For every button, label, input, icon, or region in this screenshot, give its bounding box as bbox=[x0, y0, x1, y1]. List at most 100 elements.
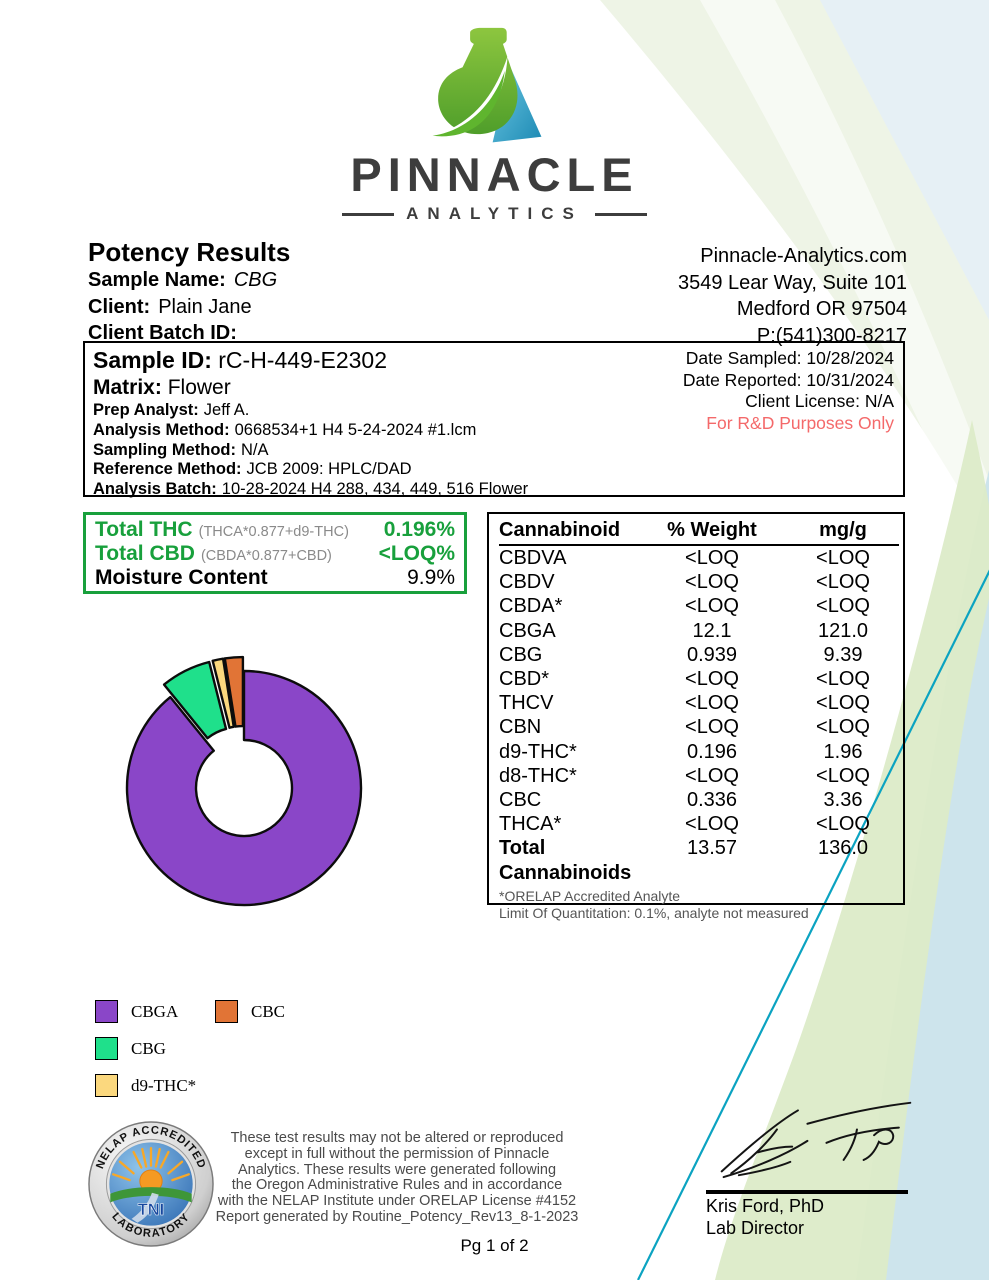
cannabinoid-donut-chart bbox=[105, 615, 405, 945]
mg-per-g-value: 1.96 bbox=[823, 740, 863, 763]
donut-chart-svg bbox=[125, 655, 363, 907]
total-weight-percent: 13.57 bbox=[686, 837, 738, 860]
pie-slice-d9-thc bbox=[211, 657, 235, 729]
bg-wash-blue-top bbox=[820, 0, 989, 320]
sample-meta-row: Analysis Method: 0668534+1 H4 5-24-2024 #… bbox=[93, 421, 903, 441]
sample-id-value: rC-H-449-E2302 bbox=[218, 347, 388, 373]
mg-per-g-value: <LOQ bbox=[816, 764, 870, 787]
totals-summary-box: Total THC (THCA*0.877+d9-THC) 0.196% Total … bbox=[83, 512, 467, 594]
meta-label: Analysis Method: bbox=[93, 420, 230, 439]
table-header-row: Cannabinoid % Weight mg/g bbox=[499, 517, 899, 546]
weight-percent-value: <LOQ bbox=[685, 813, 739, 836]
flask-leaf-logo-icon bbox=[426, 27, 542, 143]
table-row: CBD* <LOQ <LOQ bbox=[499, 667, 899, 691]
table-row: CBDA* <LOQ <LOQ bbox=[499, 594, 899, 618]
report-header: Potency Results Sample Name: CBG Client: Pl… bbox=[88, 237, 290, 347]
meta-value: N/A bbox=[241, 440, 269, 459]
table-body: CBDVA <LOQ <LOQ CBDV <LOQ <LOQ CBDA* <LOQ <LOQ CB… bbox=[499, 546, 899, 836]
chart-legend: CBGA CBG d9-THC* CBC bbox=[95, 1000, 331, 1097]
pie-slice-cbc bbox=[223, 655, 245, 728]
analyte-name: d9-THC* bbox=[499, 740, 577, 763]
legend-item-d9-thc: d9-THC* bbox=[95, 1074, 211, 1097]
mg-per-g-value: <LOQ bbox=[816, 692, 870, 715]
analyte-name: THCV bbox=[499, 692, 554, 715]
total-label: Total Cannabinoids bbox=[499, 837, 632, 884]
matrix-row: Matrix: Flower bbox=[93, 375, 903, 401]
brand-subtitle-row: ANALYTICS bbox=[342, 204, 647, 224]
sample-id-row: Sample ID: rC-H-449-E2302 bbox=[93, 346, 903, 375]
date-lines: Date Sampled: 10/28/2024 Date Reported: 1… bbox=[683, 348, 894, 413]
table-row: CBN <LOQ <LOQ bbox=[499, 715, 899, 739]
mg-per-g-value: <LOQ bbox=[816, 547, 870, 569]
sun-rays bbox=[112, 1146, 190, 1182]
meta-value: JCB 2009: HPLC/DAD bbox=[246, 460, 412, 479]
analyte-name: THCA* bbox=[499, 813, 562, 836]
meta-label: Analysis Batch: bbox=[93, 480, 217, 499]
sample-meta-row: Sampling Method: N/A bbox=[93, 441, 903, 461]
left-dash bbox=[342, 212, 395, 216]
logo: PINNACLE ANALYTICS bbox=[0, 26, 989, 224]
signature-scrawl bbox=[720, 1101, 912, 1179]
field-value: CBG bbox=[233, 269, 278, 291]
contact-line: 3549 Lear Way, Suite 101 bbox=[677, 271, 907, 294]
total-mg-per-g: 136.0 bbox=[817, 837, 869, 860]
leaf-blade bbox=[432, 71, 505, 137]
summary-row: Moisture Content 9.9% bbox=[95, 566, 455, 590]
meta-label: Sampling Method: bbox=[93, 440, 236, 459]
mg-per-g-value: 3.36 bbox=[823, 789, 863, 812]
legend-label: CBG bbox=[131, 1038, 166, 1058]
sample-meta-row: Analysis Batch: 10-28-2024 H4 288, 434, 4… bbox=[93, 480, 903, 500]
weight-percent-value: <LOQ bbox=[685, 571, 739, 594]
field-value: Plain Jane bbox=[158, 295, 252, 318]
table-row: THCV <LOQ <LOQ bbox=[499, 691, 899, 715]
mg-per-g-value: <LOQ bbox=[816, 716, 870, 739]
date-line: Client License: N/A bbox=[745, 391, 894, 411]
analyte-name: CBN bbox=[499, 716, 542, 739]
weight-percent-value: <LOQ bbox=[685, 668, 739, 691]
summary-row: Total CBD (CBDA*0.877+CBD) <LOQ% bbox=[95, 542, 455, 566]
legend-label: CBC bbox=[251, 1001, 286, 1021]
rd-purposes-note: For R&D Purposes Only bbox=[706, 412, 894, 433]
disclaimer-line: These test results may not be altered or… bbox=[230, 1130, 564, 1146]
summary-value: 0.196% bbox=[383, 518, 455, 541]
date-line: Date Reported: 10/31/2024 bbox=[682, 369, 894, 390]
page-number: Pg 1 of 2 bbox=[460, 1236, 529, 1255]
header-field: Client Batch ID: bbox=[88, 320, 290, 347]
nelap-accreditation-seal: TNI NELAP ACCREDITED LABORATORY bbox=[88, 1121, 214, 1247]
weight-percent-value: <LOQ bbox=[685, 547, 739, 569]
analyte-name: CBDVA bbox=[499, 547, 567, 569]
seal-tni-text: TNI bbox=[138, 1201, 165, 1219]
mg-per-g-value: <LOQ bbox=[816, 813, 870, 836]
analyte-name: CBG bbox=[499, 643, 543, 666]
legend-item-cbga: CBGA bbox=[95, 1000, 211, 1023]
summary-label: Total CBD bbox=[95, 542, 195, 565]
header-field: Sample Name: CBG bbox=[88, 267, 290, 294]
disclaimer-line: except in full without the permission of… bbox=[244, 1145, 550, 1162]
legend-swatch-cbga bbox=[95, 1000, 118, 1023]
table-row: CBDVA <LOQ <LOQ bbox=[499, 546, 899, 570]
seal-svg: TNI NELAP ACCREDITED LABORATORY bbox=[88, 1121, 214, 1247]
meta-value: Jeff A. bbox=[203, 401, 250, 419]
page-title: Potency Results bbox=[88, 237, 291, 267]
table-row: THCA* <LOQ <LOQ bbox=[499, 812, 899, 836]
bg-diagonal-line bbox=[637, 569, 989, 1280]
weight-percent-value: <LOQ bbox=[685, 764, 739, 787]
sample-meta-rows: Prep Analyst: Jeff A. Analysis Method: 0668… bbox=[93, 401, 903, 500]
summary-value: <LOQ% bbox=[378, 542, 455, 565]
signature-block: Kris Ford, PhD Lab Director bbox=[706, 1100, 912, 1238]
weight-percent-value: <LOQ bbox=[685, 692, 739, 715]
meta-label: Prep Analyst: bbox=[93, 401, 199, 419]
mg-per-g-value: <LOQ bbox=[816, 571, 870, 594]
summary-formula: (CBDA*0.877+CBD) bbox=[200, 548, 332, 564]
analyte-name: CBGA bbox=[499, 619, 556, 642]
table-row: CBG 0.939 9.39 bbox=[499, 643, 899, 667]
bg-band-green bbox=[715, 420, 989, 1280]
field-label: Client: bbox=[88, 295, 151, 318]
analyte-name: CBDA* bbox=[499, 595, 563, 618]
brand-subtitle: ANALYTICS bbox=[406, 204, 583, 223]
summary-value: 9.9% bbox=[407, 566, 455, 589]
legend-swatch-d9-thc bbox=[95, 1074, 118, 1097]
mg-per-g-value: <LOQ bbox=[816, 595, 870, 618]
seal-ground bbox=[110, 1187, 192, 1203]
